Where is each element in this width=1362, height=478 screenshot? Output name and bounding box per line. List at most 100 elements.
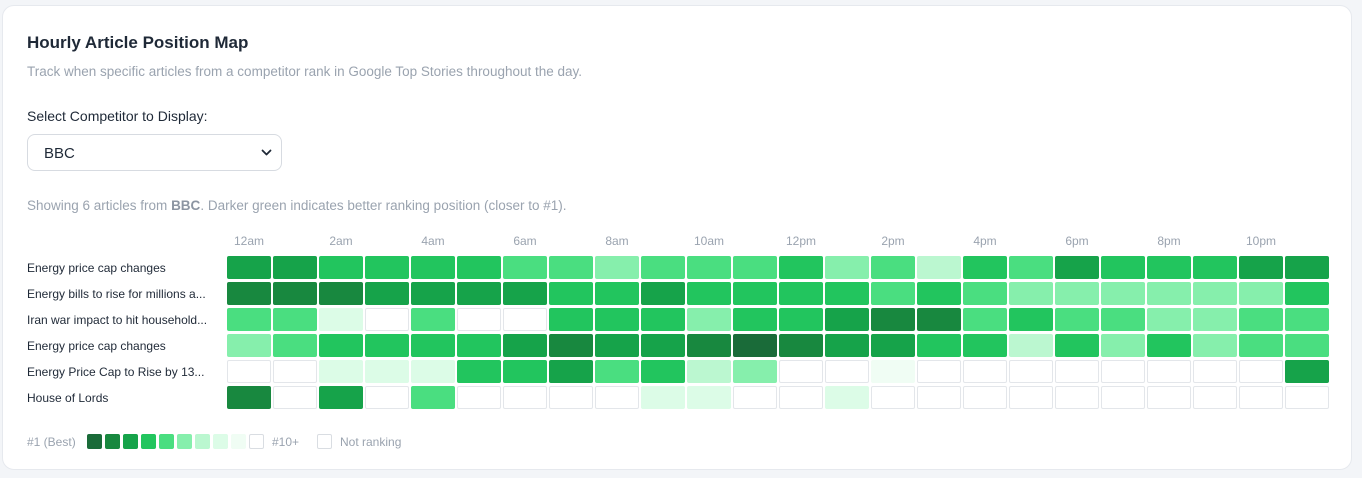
heatmap-cell[interactable] <box>825 308 869 331</box>
heatmap-cell[interactable] <box>687 282 731 305</box>
heatmap-cell[interactable] <box>1009 282 1053 305</box>
heatmap-cell[interactable] <box>917 360 961 383</box>
heatmap-cell[interactable] <box>227 282 271 305</box>
heatmap-cell[interactable] <box>457 282 501 305</box>
heatmap-cell[interactable] <box>319 386 363 409</box>
heatmap-cell[interactable] <box>917 334 961 357</box>
heatmap-cell[interactable] <box>917 256 961 279</box>
heatmap-cell[interactable] <box>457 256 501 279</box>
heatmap-cell[interactable] <box>1193 308 1237 331</box>
heatmap-cell[interactable] <box>319 308 363 331</box>
heatmap-cell[interactable] <box>779 256 823 279</box>
heatmap-cell[interactable] <box>1101 334 1145 357</box>
heatmap-cell[interactable] <box>1285 386 1329 409</box>
heatmap-cell[interactable] <box>1285 308 1329 331</box>
heatmap-cell[interactable] <box>733 282 777 305</box>
heatmap-cell[interactable] <box>1193 360 1237 383</box>
heatmap-cell[interactable] <box>595 282 639 305</box>
heatmap-cell[interactable] <box>595 334 639 357</box>
heatmap-cell[interactable] <box>1147 334 1191 357</box>
heatmap-cell[interactable] <box>779 282 823 305</box>
heatmap-cell[interactable] <box>1101 360 1145 383</box>
heatmap-cell[interactable] <box>779 334 823 357</box>
heatmap-cell[interactable] <box>1193 282 1237 305</box>
heatmap-cell[interactable] <box>227 360 271 383</box>
heatmap-cell[interactable] <box>917 282 961 305</box>
heatmap-cell[interactable] <box>595 386 639 409</box>
heatmap-cell[interactable] <box>641 308 685 331</box>
heatmap-cell[interactable] <box>273 386 317 409</box>
heatmap-cell[interactable] <box>457 334 501 357</box>
heatmap-cell[interactable] <box>687 334 731 357</box>
heatmap-cell[interactable] <box>227 256 271 279</box>
heatmap-cell[interactable] <box>503 386 547 409</box>
heatmap-cell[interactable] <box>549 308 593 331</box>
heatmap-cell[interactable] <box>365 256 409 279</box>
heatmap-cell[interactable] <box>503 334 547 357</box>
heatmap-cell[interactable] <box>1147 386 1191 409</box>
heatmap-cell[interactable] <box>227 308 271 331</box>
heatmap-cell[interactable] <box>1009 256 1053 279</box>
heatmap-cell[interactable] <box>457 308 501 331</box>
heatmap-cell[interactable] <box>1239 308 1283 331</box>
heatmap-cell[interactable] <box>365 282 409 305</box>
heatmap-cell[interactable] <box>1009 308 1053 331</box>
heatmap-cell[interactable] <box>1009 386 1053 409</box>
heatmap-cell[interactable] <box>871 334 915 357</box>
heatmap-cell[interactable] <box>733 308 777 331</box>
heatmap-cell[interactable] <box>503 360 547 383</box>
heatmap-cell[interactable] <box>1239 282 1283 305</box>
heatmap-cell[interactable] <box>963 386 1007 409</box>
heatmap-cell[interactable] <box>963 308 1007 331</box>
heatmap-cell[interactable] <box>1147 308 1191 331</box>
heatmap-cell[interactable] <box>1285 256 1329 279</box>
heatmap-cell[interactable] <box>1101 386 1145 409</box>
heatmap-cell[interactable] <box>1285 282 1329 305</box>
heatmap-cell[interactable] <box>1193 386 1237 409</box>
heatmap-cell[interactable] <box>503 308 547 331</box>
heatmap-cell[interactable] <box>1009 360 1053 383</box>
heatmap-cell[interactable] <box>825 360 869 383</box>
competitor-select[interactable]: BBC <box>27 134 282 171</box>
heatmap-cell[interactable] <box>1055 282 1099 305</box>
heatmap-cell[interactable] <box>411 360 455 383</box>
heatmap-cell[interactable] <box>825 334 869 357</box>
heatmap-cell[interactable] <box>457 360 501 383</box>
heatmap-cell[interactable] <box>1285 360 1329 383</box>
heatmap-cell[interactable] <box>871 256 915 279</box>
heatmap-cell[interactable] <box>411 282 455 305</box>
heatmap-cell[interactable] <box>227 386 271 409</box>
heatmap-cell[interactable] <box>641 256 685 279</box>
heatmap-cell[interactable] <box>549 386 593 409</box>
heatmap-cell[interactable] <box>319 282 363 305</box>
heatmap-cell[interactable] <box>1101 308 1145 331</box>
heatmap-cell[interactable] <box>503 256 547 279</box>
heatmap-cell[interactable] <box>1285 334 1329 357</box>
heatmap-cell[interactable] <box>871 282 915 305</box>
heatmap-cell[interactable] <box>411 256 455 279</box>
heatmap-cell[interactable] <box>641 334 685 357</box>
heatmap-cell[interactable] <box>963 334 1007 357</box>
heatmap-cell[interactable] <box>1147 282 1191 305</box>
heatmap-cell[interactable] <box>1147 256 1191 279</box>
heatmap-cell[interactable] <box>595 256 639 279</box>
heatmap-cell[interactable] <box>779 360 823 383</box>
heatmap-cell[interactable] <box>733 360 777 383</box>
heatmap-cell[interactable] <box>411 334 455 357</box>
heatmap-cell[interactable] <box>871 386 915 409</box>
heatmap-cell[interactable] <box>641 386 685 409</box>
heatmap-cell[interactable] <box>1147 360 1191 383</box>
heatmap-cell[interactable] <box>1101 282 1145 305</box>
heatmap-cell[interactable] <box>1055 386 1099 409</box>
heatmap-cell[interactable] <box>595 360 639 383</box>
heatmap-cell[interactable] <box>549 256 593 279</box>
heatmap-cell[interactable] <box>641 282 685 305</box>
heatmap-cell[interactable] <box>319 334 363 357</box>
heatmap-cell[interactable] <box>963 360 1007 383</box>
heatmap-cell[interactable] <box>457 386 501 409</box>
heatmap-cell[interactable] <box>273 334 317 357</box>
heatmap-cell[interactable] <box>595 308 639 331</box>
heatmap-cell[interactable] <box>319 360 363 383</box>
heatmap-cell[interactable] <box>273 360 317 383</box>
heatmap-cell[interactable] <box>687 386 731 409</box>
